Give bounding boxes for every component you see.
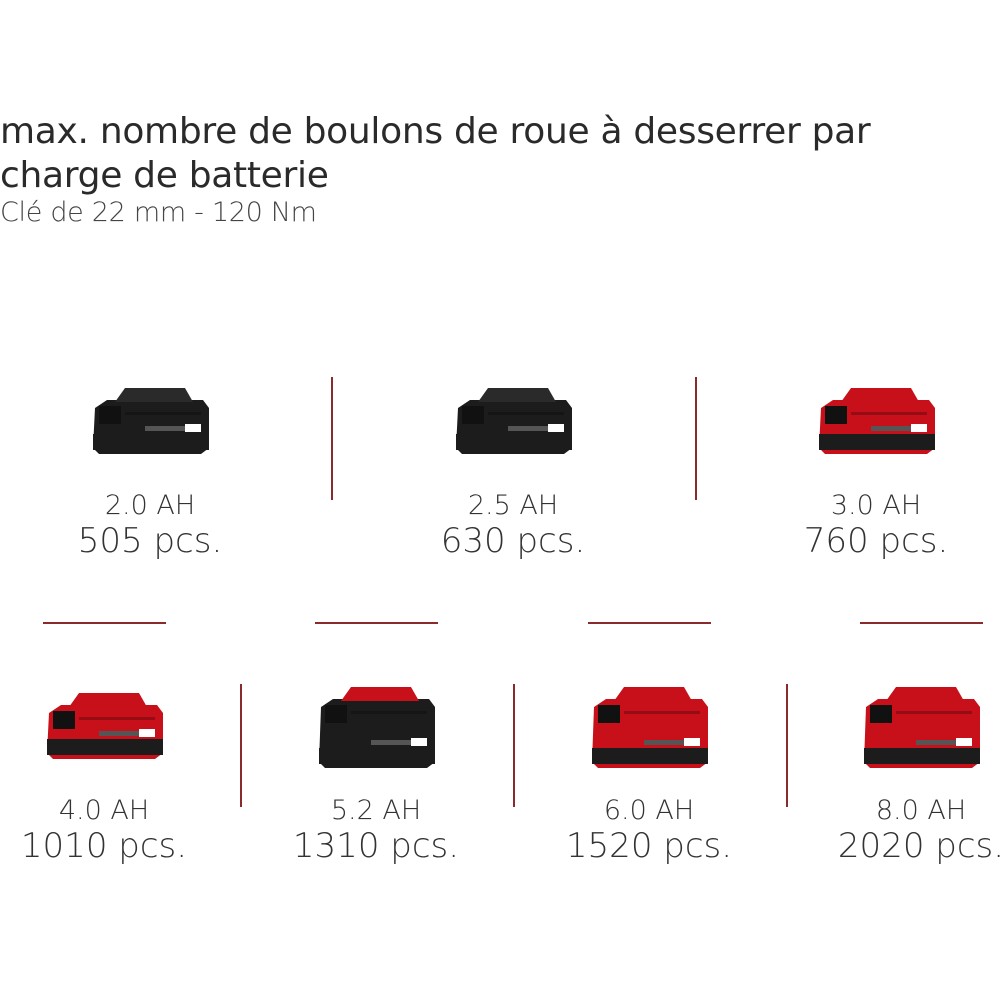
battery-capacity: 2.5 AH <box>467 490 559 521</box>
divider <box>331 377 333 500</box>
battery-capacity: 2.0 AH <box>104 490 196 521</box>
battery-item: 5.2 AH 1310 pcs. <box>266 677 486 865</box>
bolt-count: 1520 pcs. <box>565 826 733 866</box>
battery-icon <box>456 388 572 454</box>
battery-capacity: 3.0 AH <box>830 490 922 521</box>
battery-capacity: 8.0 AH <box>875 795 967 826</box>
divider <box>786 684 788 807</box>
battery-capacity: 6.0 AH <box>603 795 695 826</box>
battery-item: 2.0 AH 505 pcs. <box>40 380 260 560</box>
battery-icon <box>47 693 163 759</box>
divider <box>588 622 711 624</box>
battery-capacity: 5.2 AH <box>330 795 422 826</box>
battery-icon <box>319 687 435 768</box>
battery-icon <box>93 388 209 454</box>
bolt-count: 2020 pcs. <box>837 826 1000 866</box>
bolt-count: 760 pcs. <box>803 521 949 561</box>
bolt-count: 1010 pcs. <box>20 826 188 866</box>
page-title: max. nombre de boulons de roue à desserr… <box>0 110 871 198</box>
bolt-count: 505 pcs. <box>77 521 223 561</box>
divider <box>860 622 983 624</box>
title-line-1: max. nombre de boulons de roue à desserr… <box>0 111 871 152</box>
divider <box>43 622 166 624</box>
subtitle: Clé de 22 mm - 120 Nm <box>0 197 317 228</box>
divider <box>240 684 242 807</box>
battery-capacity: 4.0 AH <box>58 795 150 826</box>
title-line-2: charge de batterie <box>0 155 329 196</box>
battery-icon <box>592 687 708 768</box>
battery-item: 6.0 AH 1520 pcs. <box>539 677 759 865</box>
divider <box>695 377 697 500</box>
divider <box>315 622 438 624</box>
battery-icon <box>819 388 935 454</box>
battery-item: 2.5 AH 630 pcs. <box>403 380 623 560</box>
battery-item: 8.0 AH 2020 pcs. <box>811 677 1000 865</box>
battery-item: 4.0 AH 1010 pcs. <box>0 685 214 865</box>
battery-icon <box>864 687 980 768</box>
bolt-count: 630 pcs. <box>440 521 586 561</box>
battery-item: 3.0 AH 760 pcs. <box>766 380 986 560</box>
divider <box>513 684 515 807</box>
bolt-count: 1310 pcs. <box>292 826 460 866</box>
